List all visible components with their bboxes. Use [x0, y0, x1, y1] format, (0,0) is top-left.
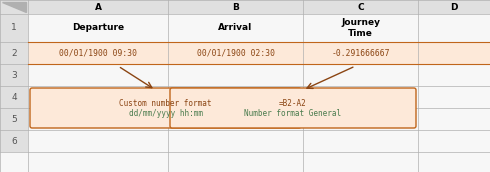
- Text: 4: 4: [11, 93, 17, 101]
- Text: B: B: [232, 3, 239, 12]
- Bar: [0, 108, 28, 130]
- Text: dd/mm/yyyy hh:mm: dd/mm/yyyy hh:mm: [128, 109, 202, 117]
- Text: =B2-A2: =B2-A2: [279, 99, 307, 108]
- Bar: [0, 64, 28, 86]
- Text: Journey
Time: Journey Time: [341, 18, 380, 38]
- Text: 00/01/1900 02:30: 00/01/1900 02:30: [196, 49, 274, 57]
- Bar: [28, 42, 490, 64]
- Polygon shape: [2, 2, 26, 12]
- Text: Departure: Departure: [72, 24, 124, 33]
- Text: 1: 1: [11, 24, 17, 33]
- Bar: [0, 86, 28, 108]
- Text: Custom number format: Custom number format: [119, 99, 212, 108]
- Text: 3: 3: [11, 71, 17, 79]
- Text: Number format General: Number format General: [245, 109, 342, 117]
- Bar: [0, 14, 28, 42]
- Text: 2: 2: [11, 49, 17, 57]
- Text: A: A: [95, 3, 101, 12]
- FancyBboxPatch shape: [30, 88, 301, 128]
- Text: 5: 5: [11, 115, 17, 123]
- Bar: [0, 42, 28, 64]
- Text: Arrival: Arrival: [219, 24, 253, 33]
- Text: D: D: [450, 3, 458, 12]
- Text: -0.291666667: -0.291666667: [331, 49, 390, 57]
- Text: C: C: [357, 3, 364, 12]
- Bar: [0, 130, 28, 152]
- Text: 6: 6: [11, 137, 17, 146]
- Text: 00/01/1900 09:30: 00/01/1900 09:30: [59, 49, 137, 57]
- Bar: [0, 0, 490, 14]
- FancyBboxPatch shape: [170, 88, 416, 128]
